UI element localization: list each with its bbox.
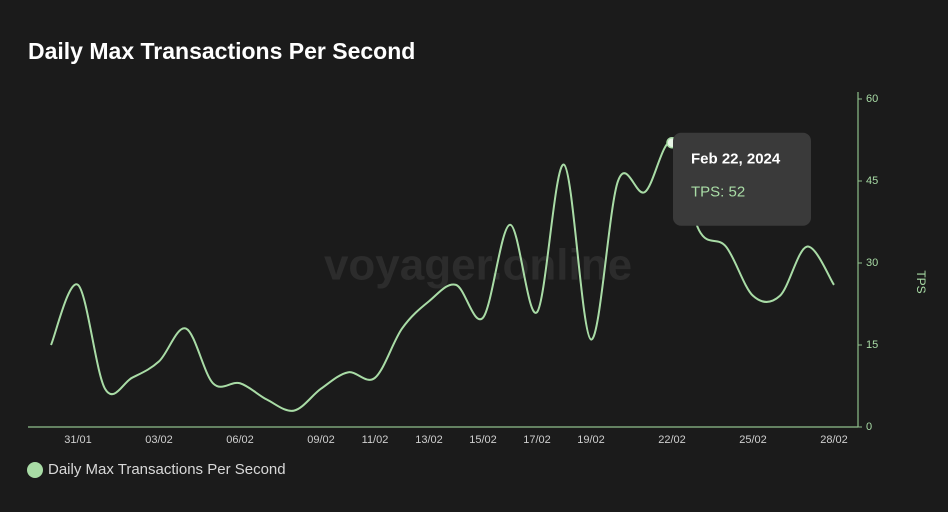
y-tick-label: 30 <box>866 257 878 269</box>
tooltip-value: TPS: 52 <box>691 184 745 201</box>
y-tick-label: 45 <box>866 175 878 187</box>
y-tick-label: 15 <box>866 339 878 351</box>
x-tick-label: 15/02 <box>469 434 497 446</box>
legend-label: Daily Max Transactions Per Second <box>48 461 286 478</box>
watermark: voyager.online <box>324 241 632 290</box>
x-tick-label: 19/02 <box>577 434 605 446</box>
y-tick-label: 0 <box>866 421 872 433</box>
x-tick-label: 11/02 <box>362 434 389 446</box>
x-tick-label: 22/02 <box>658 434 686 446</box>
legend-swatch <box>27 462 43 478</box>
x-tick-label: 13/02 <box>415 434 443 446</box>
x-tick-label: 25/02 <box>739 434 767 446</box>
x-tick-label: 06/02 <box>226 434 254 446</box>
x-tick-label: 03/02 <box>145 434 173 446</box>
x-tick-label: 17/02 <box>523 434 551 446</box>
tooltip-box <box>673 132 811 226</box>
x-tick-label: 09/02 <box>307 434 335 446</box>
tooltip-title: Feb 22, 2024 <box>691 151 781 168</box>
x-tick-label: 31/01 <box>64 434 92 446</box>
y-axis-label: TPS <box>914 270 928 293</box>
chart-title: Daily Max Transactions Per Second <box>28 38 415 64</box>
x-tick-label: 28/02 <box>820 434 848 446</box>
y-tick-label: 60 <box>866 93 878 105</box>
